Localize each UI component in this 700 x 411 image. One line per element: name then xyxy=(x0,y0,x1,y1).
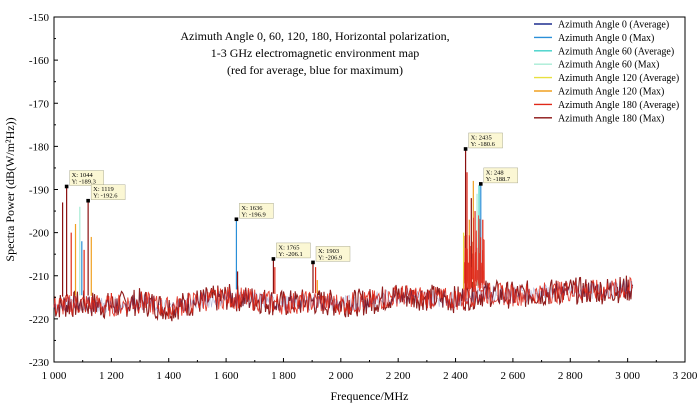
peak-marker xyxy=(234,217,239,222)
peak-marker xyxy=(271,257,276,261)
annotation-x-label: X: 248 xyxy=(486,169,504,176)
y-tick-label: -180 xyxy=(29,141,50,153)
y-tick-label: -220 xyxy=(29,314,50,326)
annotation-x-label: X: 2435 xyxy=(471,134,492,141)
annotation-box xyxy=(90,184,126,200)
y-tick-label: -170 xyxy=(29,98,50,110)
annotation-x-label: X: 1636 xyxy=(241,205,263,212)
annotation-y-label: Y: -206.1 xyxy=(278,251,302,258)
annotation-box xyxy=(468,132,503,149)
annotation-x-label: X: 1765 xyxy=(278,244,299,251)
annotation-y-label: Y: -188.7 xyxy=(486,176,511,183)
x-tick-label: 2 800 xyxy=(558,370,583,382)
chart-title-line-3: (red for average, blue for maximum) xyxy=(227,63,403,77)
x-tick-label: 2 600 xyxy=(501,370,526,382)
x-tick-label: 1 400 xyxy=(156,370,181,382)
annotation-x-label: X: 1044 xyxy=(72,172,94,179)
x-tick-label: 1 200 xyxy=(99,370,124,382)
x-tick-label: 1 000 xyxy=(42,370,67,382)
annotation-y-label: Y: -206.9 xyxy=(318,254,342,261)
chart-title: Azimuth Angle 0, 60, 120, 180, Horizonta… xyxy=(180,29,449,77)
noise-floor-band xyxy=(53,275,634,322)
noise-floor-trace-3 xyxy=(53,280,633,316)
y-tick-label: -160 xyxy=(29,55,50,67)
chart-title-line-1: Azimuth Angle 0, 60, 120, 180, Horizonta… xyxy=(180,29,449,43)
x-tick-label: 1 600 xyxy=(214,370,239,382)
legend-entry-label: Azimuth Angle 180 (Average) xyxy=(558,100,679,111)
wideband-cluster xyxy=(463,215,485,310)
annotation-box xyxy=(483,167,518,184)
y-axis: -230 -220 -210 -200 -190 -180 -170 -160 -150 xyxy=(29,12,58,369)
x-tick-label: 3 200 xyxy=(673,370,698,382)
legend-entry-label: Azimuth Angle 180 (Max) xyxy=(558,113,664,124)
legend-entry-label: Azimuth Angle 0 (Average) xyxy=(558,20,669,31)
x-tick-label: 2 000 xyxy=(328,370,353,382)
annotation-x-label: X: 1119 xyxy=(93,186,114,193)
chart-title-line-2: 1-3 GHz electromagnetic environment map xyxy=(211,46,420,60)
legend-entry-label: Azimuth Angle 120 (Max) xyxy=(558,87,664,98)
annotation-y-label: Y: -192.6 xyxy=(93,193,118,200)
annotation-box xyxy=(315,246,351,262)
x-tick-label: 3 000 xyxy=(615,370,640,382)
annotation-box xyxy=(69,170,104,186)
peak-marker xyxy=(64,184,69,189)
peak-marker xyxy=(311,260,315,265)
x-tick-label: 2 200 xyxy=(386,370,411,382)
x-tick-label: 2 400 xyxy=(443,370,468,382)
y-axis-title: Spectra Power (dB(W/m²Hz)) xyxy=(3,117,17,261)
legend-entry-label: Azimuth Angle 120 (Average) xyxy=(558,73,679,84)
annotation-y-label: Y: -189.3 xyxy=(72,178,96,185)
annotation-y-label: Y: -196.9 xyxy=(241,211,265,218)
y-tick-label: -150 xyxy=(29,12,50,24)
legend-entry-label: Azimuth Angle 60 (Average) xyxy=(558,46,674,57)
peak-marker xyxy=(86,198,90,203)
legend-entry-label: Azimuth Angle 0 (Max) xyxy=(558,33,654,44)
y-tick-label: -210 xyxy=(29,271,50,283)
peak-marker xyxy=(463,147,468,151)
annotation-box xyxy=(239,203,274,219)
legend-entry-label: Azimuth Angle 60 (Max) xyxy=(558,60,659,71)
y-tick-label: -200 xyxy=(29,228,50,240)
x-axis: 1 000 1 200 1 400 1 600 1 800 2 000 2 200 2 400… xyxy=(42,358,698,382)
x-tick-label: 1 800 xyxy=(271,370,296,382)
annotation-x-label: X: 1903 xyxy=(318,248,339,255)
x-axis-title: Frequence/MHz xyxy=(331,389,409,403)
peak-lines xyxy=(62,148,485,310)
annotation-y-label: Y: -180.6 xyxy=(471,141,496,148)
y-tick-label: -230 xyxy=(29,357,50,369)
y-tick-label: -190 xyxy=(29,185,50,197)
annotation-box xyxy=(276,242,311,259)
peak-marker xyxy=(478,182,483,186)
noise-floor-trace-2 xyxy=(53,276,634,320)
legend: Azimuth Angle 0 (Average) Azimuth Angle 0… xyxy=(534,20,679,124)
